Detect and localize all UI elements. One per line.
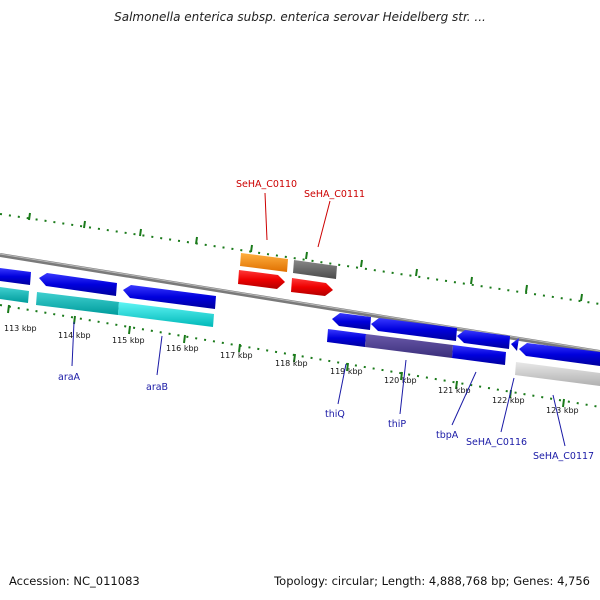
upper-major-tick — [580, 293, 583, 302]
lower-major-tick — [128, 325, 131, 335]
cyan-tracks — [0, 287, 214, 327]
tick-label: 117 kbp — [220, 351, 253, 360]
upper-scale-dots — [0, 213, 600, 305]
upper-major-tick — [415, 268, 418, 277]
gene-seha-c0111-arrow[interactable] — [291, 278, 333, 296]
cyan-block — [118, 302, 214, 327]
upper-major-tick — [525, 284, 528, 293]
tick-label: 119 kbp — [330, 367, 363, 376]
gene-label-thiP[interactable]: thiP — [388, 419, 406, 430]
gene-arrow[interactable] — [371, 318, 457, 341]
lower-major-tick — [7, 304, 10, 314]
lower-mixed-track — [327, 329, 600, 386]
leader-line-red — [317, 200, 331, 248]
leader-line-blue — [156, 335, 163, 376]
lower-major-tick — [400, 371, 403, 381]
leader-line-blue — [71, 321, 75, 367]
reverse-strand-genes-left — [0, 268, 216, 309]
gene-label-seha-c0117[interactable]: SeHA_C0117 — [533, 451, 594, 462]
gene-label-tbpA[interactable]: tbpA — [436, 430, 459, 441]
upper-major-tick — [83, 220, 86, 229]
cyan-block — [36, 292, 119, 315]
tick-label: 118 kbp — [275, 359, 308, 368]
forward-strand-genes — [238, 270, 333, 296]
gene-label-seha-c0110[interactable]: SeHA_C0110 — [236, 179, 297, 190]
leader-line-red — [264, 192, 268, 241]
genome-title: Salmonella enterica subsp. enterica sero… — [114, 10, 486, 24]
blue-block — [327, 329, 366, 347]
gene-arrow[interactable] — [519, 343, 600, 366]
leader-line-blue — [337, 363, 347, 405]
upper-major-tick — [139, 228, 142, 237]
gene-arrow[interactable] — [123, 285, 216, 309]
tick-label: 123 kbp — [546, 406, 579, 415]
gene-label-araB[interactable]: araB — [146, 382, 168, 393]
leader-line-blue — [500, 377, 515, 433]
lower-major-tick — [238, 343, 241, 353]
tick-label: 115 kbp — [112, 336, 145, 345]
upper-major-tick — [28, 212, 31, 221]
tick-label: 114 kbp — [58, 331, 91, 340]
gene-labels: SeHA_C0110 SeHA_C0111 araA araB thiQ thi… — [58, 179, 594, 462]
lower-major-tick — [346, 362, 349, 372]
reverse-strand-genes-right — [332, 313, 600, 366]
gene-arrow[interactable] — [39, 273, 117, 296]
gene-label-araA[interactable]: araA — [58, 372, 81, 383]
upper-major-tick — [250, 244, 253, 253]
accession-label: Accession: NC_011083 — [9, 574, 140, 588]
tick-label: 120 kbp — [384, 376, 417, 385]
upper-scale-track — [0, 212, 600, 305]
leader-line-blue — [451, 371, 477, 426]
tick-label: 121 kbp — [438, 386, 471, 395]
gene-label-thiQ[interactable]: thiQ — [325, 409, 345, 420]
tick-label: 113 kbp — [4, 324, 37, 333]
gene-seha-c0110-block[interactable] — [240, 253, 288, 272]
upper-major-tick — [305, 251, 308, 260]
gene-arrow[interactable] — [332, 313, 371, 330]
lower-major-tick — [183, 334, 186, 344]
gene-label-seha-c0111[interactable]: SeHA_C0111 — [304, 189, 365, 200]
lower-scale-track — [0, 304, 600, 408]
upper-major-tick — [195, 236, 198, 245]
upper-major-tick — [470, 276, 473, 285]
upper-major-tick — [360, 259, 363, 268]
gene-seha-c0111-block[interactable] — [293, 260, 337, 279]
label-leader-lines — [71, 192, 566, 447]
lower-major-tick — [455, 380, 458, 390]
silver-block — [515, 362, 600, 386]
upper-scale-major-ticks — [28, 212, 583, 302]
lower-scale-major-ticks — [7, 304, 565, 408]
cyan-block — [0, 287, 29, 303]
lower-major-tick — [293, 353, 296, 363]
gene-arrow[interactable] — [511, 338, 519, 351]
upper-highlight-genes — [240, 253, 337, 279]
tick-label: 116 kbp — [166, 344, 199, 353]
leader-line-blue — [552, 394, 566, 447]
purple-block — [365, 334, 453, 358]
lower-major-tick — [562, 398, 565, 408]
genome-summary: Topology: circular; Length: 4,888,768 bp… — [274, 574, 590, 588]
leader-line-blue — [399, 359, 407, 415]
gene-arrow[interactable] — [457, 330, 510, 349]
blue-block — [452, 345, 506, 365]
gene-seha-c0110-arrow[interactable] — [238, 270, 285, 289]
gene-label-seha-c0116[interactable]: SeHA_C0116 — [466, 437, 527, 448]
gene-arrow[interactable] — [0, 268, 31, 285]
